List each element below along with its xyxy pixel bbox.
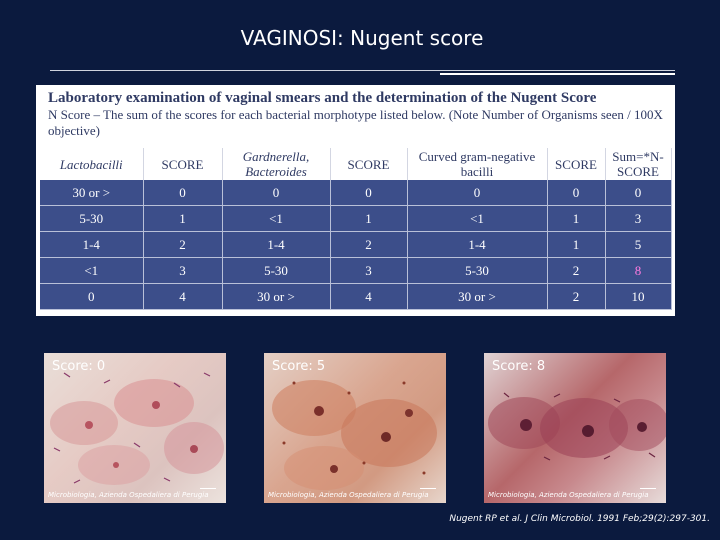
scale-bar [200, 488, 216, 495]
column-header: Sum=*N-SCORE [605, 148, 672, 180]
table-cell: 2 [547, 257, 606, 284]
table-cell: 0 [40, 283, 144, 310]
image-caption: Microbiologia, Azienda Ospedaliera di Pe… [268, 491, 429, 499]
column-header: SCORE [547, 148, 606, 180]
score-label: Score: 8 [492, 359, 546, 374]
table-cell: 1-4 [407, 231, 548, 258]
table-cell: <1 [222, 205, 331, 232]
table-cell: 5-30 [40, 205, 144, 232]
nugent-score-table: Lactobacilli SCORE Gardnerella, Bacteroi… [40, 148, 672, 310]
image-caption: Microbiologia, Azienda Ospedaliera di Pe… [488, 491, 649, 499]
title-divider-accent [440, 73, 675, 75]
table-cell: 2 [143, 231, 223, 258]
table-cell: 1 [547, 231, 606, 258]
table-cell: 0 [143, 180, 223, 206]
column-header: Curved gram-negative bacilli [407, 148, 548, 180]
table-cell: 1 [330, 205, 408, 232]
table-row: 0 4 30 or > 4 30 or > 2 10 [40, 283, 672, 310]
table-cell: 1-4 [222, 231, 331, 258]
table-row: <1 3 5-30 3 5-30 2 8 [40, 257, 672, 284]
table-cell: 0 [605, 180, 672, 206]
micrograph-image [272, 380, 437, 490]
image-caption: Microbiologia, Azienda Ospedaliera di Pe… [48, 491, 209, 499]
table-cell: 0 [222, 180, 331, 206]
table-row: 30 or > 0 0 0 0 0 0 [40, 180, 672, 206]
micrograph-score-8: Score: 8 Microbiologia, Azienda Ospedali… [484, 353, 666, 503]
nugent-table-image: Laboratory examination of vaginal smears… [36, 85, 675, 316]
table-cell: 5-30 [407, 257, 548, 284]
micrograph-image [488, 392, 666, 461]
table-cell: 30 or > [407, 283, 548, 310]
micrograph-image [50, 372, 224, 485]
title-divider [50, 70, 675, 71]
table-cell: 1 [143, 205, 223, 232]
table-cell: 5-30 [222, 257, 331, 284]
table-header-block: Laboratory examination of vaginal smears… [36, 85, 675, 139]
table-cell: <1 [40, 257, 144, 284]
table-cell: <1 [407, 205, 548, 232]
table-cell: 3 [330, 257, 408, 284]
column-header: Lactobacilli [40, 148, 144, 180]
table-description: N Score – The sum of the scores for each… [48, 107, 663, 138]
table-cell: 4 [143, 283, 223, 310]
table-header-row: Lactobacilli SCORE Gardnerella, Bacteroi… [40, 148, 672, 180]
score-label: Score: 0 [52, 359, 106, 374]
table-heading: Laboratory examination of vaginal smears… [48, 90, 597, 106]
micrograph-score-5: Score: 5 Microbiologia, Azienda Ospedali… [264, 353, 446, 503]
table-row: 5-30 1 <1 1 <1 1 3 [40, 205, 672, 232]
scale-bar [420, 488, 436, 495]
table-cell: 0 [407, 180, 548, 206]
column-header: SCORE [143, 148, 223, 180]
citation: Nugent RP et al. J Clin Microbiol. 1991 … [449, 514, 710, 524]
table-cell: 4 [330, 283, 408, 310]
slide-title: VAGINOSI: Nugent score [240, 26, 484, 50]
table-cell: 2 [330, 231, 408, 258]
table-cell: 1 [547, 205, 606, 232]
score-label: Score: 5 [272, 359, 326, 374]
table-cell: 0 [330, 180, 408, 206]
table-cell: 3 [143, 257, 223, 284]
table-cell: 2 [547, 283, 606, 310]
table-cell: 10 [605, 283, 672, 310]
scale-bar [640, 488, 656, 495]
column-header: Gardnerella, Bacteroides [222, 148, 331, 180]
table-cell: 0 [547, 180, 606, 206]
micrograph-score-0: Score: 0 Microbiologia, Azienda Ospedali… [44, 353, 226, 503]
table-cell: 5 [605, 231, 672, 258]
table-row: 1-4 2 1-4 2 1-4 1 5 [40, 231, 672, 258]
table-cell: 30 or > [40, 180, 144, 206]
table-cell: 3 [605, 205, 672, 232]
column-header: SCORE [330, 148, 408, 180]
table-cell: 1-4 [40, 231, 144, 258]
table-cell-highlight: 8 [605, 257, 672, 284]
table-cell: 30 or > [222, 283, 331, 310]
